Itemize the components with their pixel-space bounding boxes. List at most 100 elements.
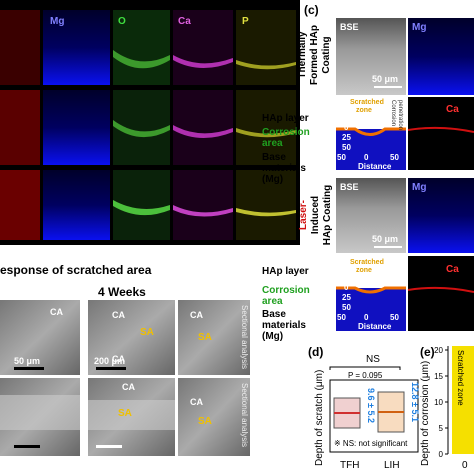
y-tick-label: 15 <box>434 372 443 381</box>
panel-e: (e) Scratched zone Depth of corrosion (μ… <box>420 345 474 471</box>
channel-label: Mg <box>50 16 64 27</box>
ca-label: CA <box>190 310 203 320</box>
corrosion-area: Corrosion area <box>262 285 310 307</box>
depth-tick: 50 <box>342 143 351 152</box>
line: (Mg) <box>262 174 283 185</box>
sectional-label: Sectional analysis <box>240 305 249 369</box>
category-label: LIH <box>384 460 400 471</box>
line: materials <box>262 320 306 331</box>
line: Coating <box>321 36 332 73</box>
distance-tick: 0 <box>364 153 369 162</box>
sa-label: SA <box>118 408 132 419</box>
line: Induced <box>310 196 321 234</box>
stat-label: 9.6 ± 5.2 <box>366 388 376 423</box>
depth-tick: 25 <box>342 133 351 142</box>
zone-bar <box>452 346 474 454</box>
y-tick-label: 10 <box>434 398 443 407</box>
sa-label: SA <box>198 332 212 343</box>
distance-tick: 50 <box>390 313 399 322</box>
distance-tick: 50 <box>337 313 346 322</box>
ca-label: CA <box>190 397 203 407</box>
panel-label: (e) <box>420 345 435 359</box>
line: Corrosion <box>390 100 396 126</box>
base-materials: Base materials (Mg) <box>262 152 306 185</box>
depth-tick: 25 <box>342 293 351 302</box>
line: Formed HAp <box>309 25 320 85</box>
y-tick-label: 20 <box>434 346 443 355</box>
line: area <box>262 138 283 149</box>
line: Laser- <box>298 200 309 230</box>
ca-label: CA <box>50 307 63 317</box>
depth-tick: 50 <box>342 303 351 312</box>
scratched-zone: Scratched zone <box>350 99 384 114</box>
panel-d: (d) NS P = 0.095 9.6 ± 5.2 12.8 ± 5.1 ※ … <box>308 345 420 471</box>
hap-layer: HAp layer <box>262 266 309 277</box>
scale-label: 50 μm <box>372 234 398 244</box>
line: zone <box>356 267 372 274</box>
line: penetration <box>397 100 403 130</box>
panel-label: (d) <box>308 345 323 359</box>
base-materials: Base materials (Mg) <box>262 309 306 342</box>
channel-label: Ca <box>178 16 191 27</box>
line: HAp Coating <box>322 185 333 246</box>
distance-label: Distance <box>358 162 392 171</box>
ca-label: CA <box>112 310 125 320</box>
hap-layer: HAp layer <box>262 113 309 124</box>
line: area <box>262 296 283 307</box>
category-label: TFH <box>340 460 359 471</box>
distance-tick: 50 <box>390 153 399 162</box>
distance-label: Distance <box>358 322 392 331</box>
line: Scratched <box>350 99 384 106</box>
ns-label: NS <box>366 354 380 365</box>
line: Scratched <box>350 259 384 266</box>
y-tick-label: 0 <box>439 450 444 459</box>
scale-label: 50 μm <box>14 356 40 366</box>
sa-label: SA <box>198 416 212 427</box>
sectional-label: Sectional analysis <box>240 383 249 447</box>
penetration-label: Corrosionpenetration <box>390 100 403 130</box>
line: Corrosion <box>262 127 310 138</box>
channel-label: Mg <box>412 22 426 33</box>
channel-label: Ca <box>446 104 459 115</box>
eds-maps <box>0 10 296 240</box>
line: (Mg) <box>262 331 283 342</box>
panel-title: esponse of scratched area <box>0 263 152 277</box>
note: ※ NS: not significant <box>334 439 408 448</box>
coating-title: ThermallyFormed HApCoating <box>297 25 332 85</box>
scale-label: 50 μm <box>372 74 398 84</box>
p-value: P = 0.095 <box>348 371 383 380</box>
category-label: 0 <box>462 460 468 471</box>
panel-b: esponse of scratched area 4 Weeks CA CA … <box>0 263 250 456</box>
line: Corrosion <box>262 285 310 296</box>
y-axis-label: Depth of corrosion (μm) <box>420 361 431 466</box>
depth-tick: 0 <box>344 283 349 292</box>
line: Base <box>262 309 286 320</box>
panel-c: (c) ThermallyFormed HApCoating BSE Mg 50… <box>262 0 474 345</box>
panel-label: (c) <box>304 3 319 17</box>
channel-label: Ca <box>446 264 459 275</box>
y-tick-label: 5 <box>439 424 444 433</box>
sa-label: SA <box>140 327 154 338</box>
channel-label: Mg <box>412 182 426 193</box>
zone-label: Scratched zone <box>456 350 465 406</box>
channel-label: P <box>242 16 249 27</box>
depth-tick: 0 <box>344 123 349 132</box>
distance-tick: 50 <box>337 153 346 162</box>
bse-label: BSE <box>340 182 359 192</box>
y-axis-label: Depth of scratch (μm) <box>314 370 325 466</box>
line: Base <box>262 152 286 163</box>
stat-label: 12.8 ± 5.1 <box>410 382 420 422</box>
corrosion-area: Corrosion area <box>262 127 310 149</box>
line: zone <box>356 107 372 114</box>
week-label: 4 Weeks <box>98 285 146 299</box>
line: materials <box>262 163 306 174</box>
scratched-zone: Scratched zone <box>350 259 384 274</box>
line: Thermally <box>297 31 308 79</box>
ca-label: CA <box>112 354 125 364</box>
distance-tick: 0 <box>364 313 369 322</box>
bse-label: BSE <box>340 22 359 32</box>
coating-title: Laser-InducedHAp Coating <box>298 185 333 246</box>
ca-label: CA <box>122 382 135 392</box>
scale-label: 200 μm <box>94 356 125 366</box>
